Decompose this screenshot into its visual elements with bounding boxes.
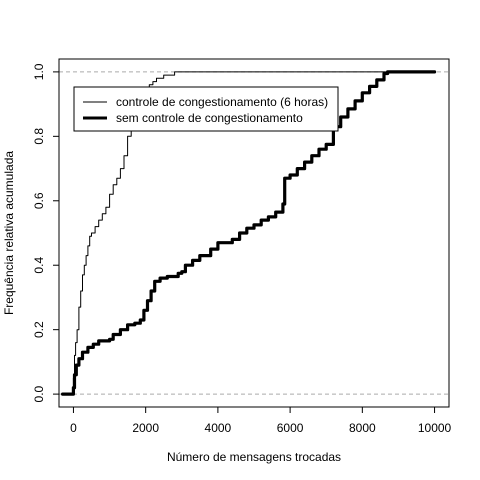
x-tick-label: 2000 xyxy=(132,421,159,435)
x-tick-label: 6000 xyxy=(277,421,304,435)
y-tick-label: 0.6 xyxy=(32,192,46,209)
y-tick-label: 0.8 xyxy=(32,128,46,145)
x-tick-label: 0 xyxy=(70,421,77,435)
x-tick-label: 8000 xyxy=(349,421,376,435)
y-axis-label: Frequência relativa acumulada xyxy=(2,151,16,315)
y-tick-label: 1.0 xyxy=(32,63,46,80)
x-tick-label: 10000 xyxy=(418,421,452,435)
y-tick-label: 0.4 xyxy=(32,257,46,274)
y-axis: 0.0 0.2 0.4 0.6 0.8 1.0 xyxy=(32,63,59,402)
y-tick-label: 0.2 xyxy=(32,321,46,338)
legend: controle de congestionamento (6 horas) s… xyxy=(74,87,338,131)
x-axis-label: Número de mensagens trocadas xyxy=(167,450,341,464)
legend-label-controle: controle de congestionamento (6 horas) xyxy=(116,95,328,109)
y-tick-label: 0.0 xyxy=(32,385,46,402)
x-axis: 0 2000 4000 6000 8000 10000 xyxy=(70,407,451,435)
legend-label-sem-controle: sem controle de congestionamento xyxy=(116,111,303,125)
x-tick-label: 4000 xyxy=(205,421,232,435)
